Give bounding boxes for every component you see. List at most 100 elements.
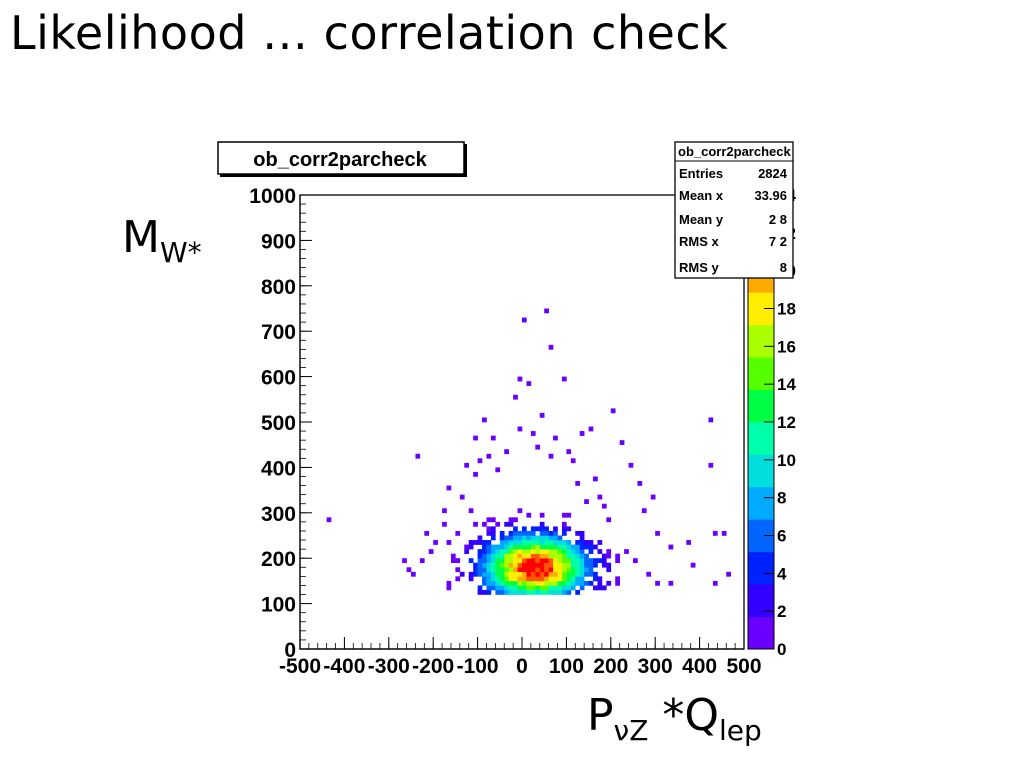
y-tick-label: 0 <box>284 639 296 662</box>
heatmap-cell <box>517 567 523 573</box>
heatmap-cell <box>517 426 523 432</box>
heatmap-cell <box>490 435 496 441</box>
heatmap-cell <box>495 567 501 573</box>
heatmap-cell <box>508 530 514 536</box>
heatmap-cell <box>468 571 474 577</box>
heatmap-cell <box>482 571 487 577</box>
heatmap-cell <box>553 589 558 595</box>
heatmap-cell <box>517 535 523 541</box>
heatmap-cell <box>522 576 527 582</box>
heatmap-cell <box>553 544 558 550</box>
heatmap-cell <box>557 544 563 550</box>
heatmap-cell <box>477 571 483 577</box>
heatmap-cell <box>566 449 572 455</box>
heatmap-cell <box>513 585 518 591</box>
heatmap-cell <box>499 571 505 577</box>
heatmap-cell <box>499 544 505 550</box>
heatmap-cell <box>548 549 554 554</box>
heatmap-cell <box>539 576 545 582</box>
heatmap-cell <box>615 553 620 559</box>
heatmap-cell <box>517 530 523 536</box>
heatmap-cell <box>597 549 603 554</box>
heatmap-cell <box>486 540 492 545</box>
heatmap-cell <box>424 530 430 536</box>
heatmap-cell <box>544 544 549 550</box>
heatmap-cell <box>606 517 612 523</box>
heatmap-cell <box>535 526 541 532</box>
heatmap-cell <box>535 567 541 573</box>
y-tick-label: 300 <box>261 503 296 526</box>
heatmap-cell <box>548 567 554 573</box>
heatmap-cell <box>517 553 523 559</box>
heatmap-cell <box>579 530 585 536</box>
heatmap-cell <box>544 553 549 559</box>
heatmap-cell <box>553 535 558 541</box>
heatmap-cell <box>526 530 532 536</box>
heatmap-cell <box>561 567 567 573</box>
heatmap-cell <box>588 549 594 554</box>
heatmap-cell <box>544 567 549 573</box>
x-axis-label-mid: *Q <box>648 690 719 741</box>
y-axis: 0 100 200 300 400 500 600 700 800 900 1000 <box>249 185 312 662</box>
heatmap-cell <box>517 508 523 514</box>
heatmap-cell <box>522 535 527 541</box>
heatmap-cell <box>712 580 718 586</box>
heatmap-cell <box>535 535 541 541</box>
heatmap-cell <box>486 576 492 582</box>
heatmap-cell <box>486 553 492 559</box>
heatmap-cell <box>561 376 567 382</box>
heatmap-cell <box>508 589 514 595</box>
heatmap-cell <box>570 558 576 564</box>
heatmap-cell <box>517 576 523 582</box>
heatmap-cell <box>584 567 589 573</box>
heatmap-cell <box>544 308 549 314</box>
heatmap-cell <box>482 580 487 586</box>
heatmap-cell <box>584 562 589 568</box>
heatmap-cell <box>495 544 501 550</box>
heatmap-cell <box>539 530 545 536</box>
y-tick-label: 700 <box>261 321 296 344</box>
heatmap-cell <box>561 549 567 554</box>
heatmap-cell <box>513 517 518 523</box>
heatmap-cell <box>721 530 727 536</box>
heatmap-cell <box>561 530 567 536</box>
heatmap-cell <box>535 444 541 450</box>
heatmap-cell <box>504 571 509 577</box>
heatmap-cell <box>490 549 496 554</box>
heatmap-cell <box>686 540 692 545</box>
heatmap-cell <box>548 535 554 541</box>
heatmap-cell <box>575 562 581 568</box>
heatmap-cell <box>490 562 496 568</box>
histogram-title: ob_corr2parcheck <box>253 149 427 171</box>
heatmap-cell <box>566 589 572 595</box>
heatmap-cell <box>508 580 514 586</box>
heatmap-cell <box>490 553 496 559</box>
heatmap-cell <box>539 562 545 568</box>
heatmap-cell <box>584 571 589 577</box>
palette-tick-label: 6 <box>777 527 786 546</box>
heatmap-cell <box>597 494 603 500</box>
heatmap-cell <box>539 549 545 554</box>
heatmap-cell <box>499 580 505 586</box>
heatmap-cell <box>539 571 545 577</box>
heatmap-cell <box>579 580 585 586</box>
heatmap-cell <box>508 553 514 559</box>
heatmap-cell <box>566 558 572 564</box>
heatmap-cell <box>593 571 598 577</box>
heatmap-cell <box>566 580 572 586</box>
heatmap-cell <box>499 549 505 554</box>
heatmap-cell <box>504 562 509 568</box>
heatmap-cell <box>433 540 438 545</box>
heatmap-cell <box>597 558 603 564</box>
heatmap-cell <box>530 549 536 554</box>
heatmap-cell <box>619 440 625 445</box>
heatmap-cell <box>464 544 470 550</box>
heatmap-cell <box>522 585 527 591</box>
heatmap-cell <box>504 544 509 550</box>
heatmap-cell <box>477 567 483 573</box>
heatmap-cell <box>690 562 696 568</box>
heatmap-cell <box>588 558 594 564</box>
heatmap-cell <box>482 521 487 527</box>
y-tick-label: 800 <box>261 276 296 299</box>
y-axis-label-sub: W* <box>159 235 202 269</box>
